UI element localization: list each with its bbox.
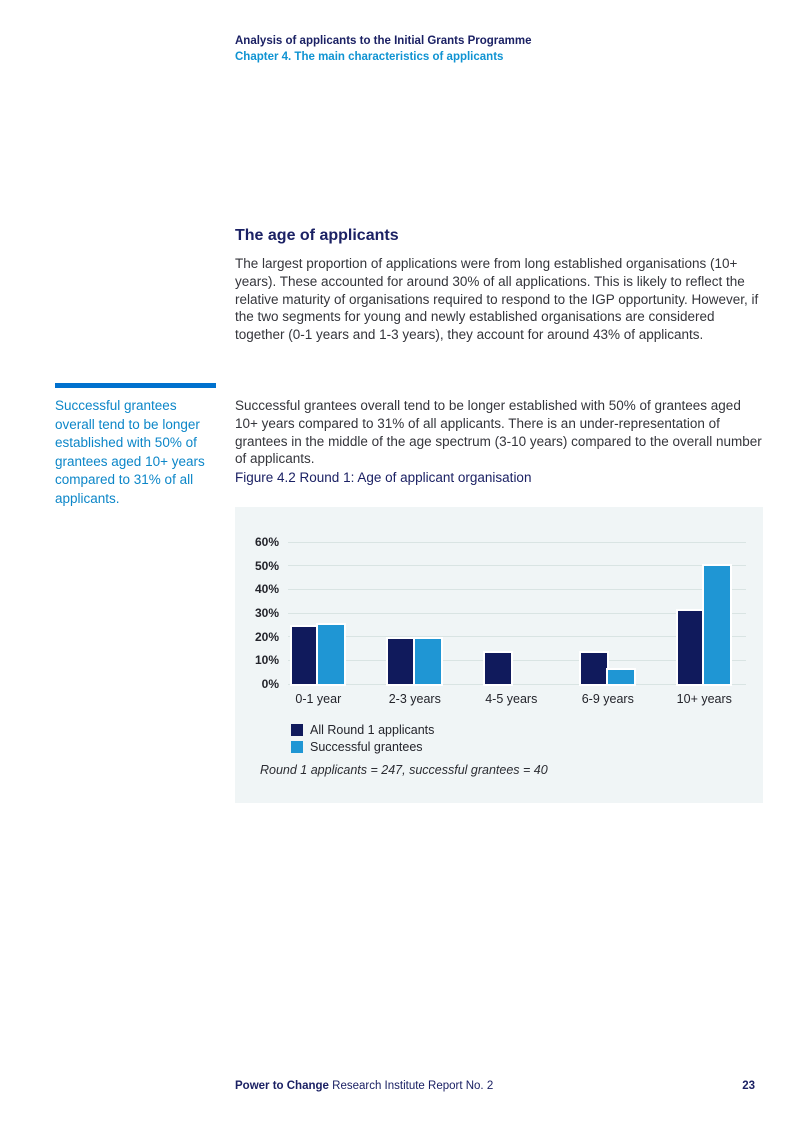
chart-note: Round 1 applicants = 247, successful gra… [260,763,548,777]
bar [704,565,731,684]
y-tick-label: 60% [254,535,279,549]
bar [484,653,511,684]
legend-swatch [291,740,303,753]
bar [414,639,441,684]
footer-title-rest: Research Institute Report No. 2 [328,1080,494,1092]
gridline [288,659,746,661]
figure-panel: 0% 10% 20% 30% 40% 50% 60% 0-1 year 2-3 years 4-5… [235,507,763,803]
report-title: Analysis of applicants to the Initial Gr… [235,35,532,47]
pull-quote: Successful grantees overall tend to be l… [55,383,216,508]
bar [318,624,345,684]
legend-swatch [291,723,303,736]
x-axis-label: 6-9 years [581,692,634,706]
body-paragraph-1: The largest proportion of applications w… [235,256,759,343]
bar [388,639,415,684]
legend-label: Successful grantees [310,739,423,754]
y-tick-label: 40% [254,582,279,597]
y-tick-label: 0% [261,677,279,691]
x-axis-label: 0-1 year [295,692,342,706]
x-axis-label: 4-5 years [485,692,538,706]
x-axis-label: 2-3 years [388,692,441,706]
x-axis-label: 10+ years [676,692,732,706]
gridline [288,636,746,638]
gridline [288,683,746,685]
legend-label: All Round 1 applicants [310,722,435,737]
gridline [288,612,746,614]
bar [677,610,704,684]
gridline [288,565,746,567]
y-tick-label: 20% [254,629,279,644]
y-tick-label: 10% [254,653,279,668]
legend-item: All Round 1 applicants [291,721,434,738]
pull-quote-rule [55,383,216,388]
y-tick-label: 50% [254,558,279,573]
page-footer: Power to Change Research Institute Repor… [235,1080,755,1092]
y-tick-label: 30% [254,606,279,620]
figure-caption: Figure 4.2 Round 1: Age of applicant org… [235,470,532,485]
bar [581,653,608,684]
footer-text: Power to Change Research Institute Repor… [235,1080,493,1092]
page-number: 23 [742,1080,755,1092]
gridline [288,588,746,590]
chart-plot: 0% 10% 20% 30% 40% 50% 60% 0-1 year 2-3 years 4-5… [255,535,746,706]
body-paragraph-2: Successful grantees overall tend to be l… [235,398,762,467]
pull-quote-text: Successful grantees overall tend to be l… [55,398,205,506]
chapter-subtitle: Chapter 4. The main characteristics of a… [235,50,504,63]
chart-legend: All Round 1 applicants Successful grantee… [291,721,434,755]
gridline [288,541,746,543]
bar [607,669,634,684]
bar [291,627,318,684]
footer-brand: Power to Change [235,1080,329,1092]
section-heading: The age of applicants [235,227,399,244]
legend-item: Successful grantees [291,738,434,755]
page-header: Analysis of applicants to the Initial Gr… [235,34,532,65]
